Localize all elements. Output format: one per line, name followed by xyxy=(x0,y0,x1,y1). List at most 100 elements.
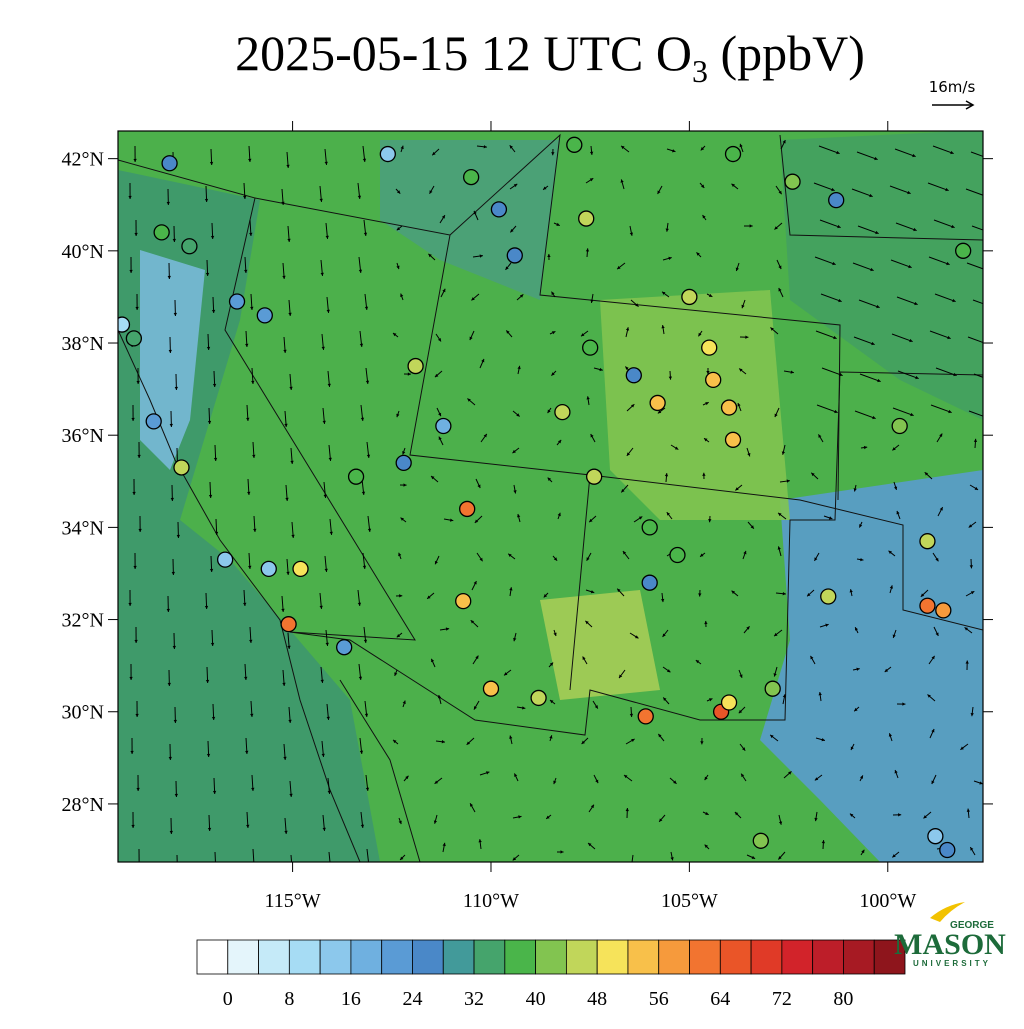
y-tick-label: 34°N xyxy=(62,517,104,539)
colorbar-tick-label: 80 xyxy=(833,988,853,1010)
colorbar-box xyxy=(351,940,382,974)
y-tick-label: 42°N xyxy=(62,149,104,171)
station xyxy=(396,455,411,470)
colorbar-box xyxy=(259,940,290,974)
colorbar-box xyxy=(412,940,443,974)
x-tick-label: 110°W xyxy=(463,890,519,912)
station xyxy=(785,174,800,189)
station xyxy=(174,460,189,475)
station xyxy=(337,640,352,655)
wind-arrow-head xyxy=(290,868,293,871)
station xyxy=(349,469,364,484)
wind-arrow-head xyxy=(991,379,994,382)
colorbar-tick-label: 32 xyxy=(464,988,484,1010)
colorbar-tick-label: 24 xyxy=(402,988,422,1010)
colorbar-box xyxy=(751,940,782,974)
station xyxy=(722,695,737,710)
title: 2025-05-15 12 UTC O3 (ppbV) xyxy=(235,25,865,89)
station xyxy=(753,833,768,848)
colorbar-tick-label: 56 xyxy=(649,988,669,1010)
station xyxy=(182,239,197,254)
station xyxy=(154,225,169,240)
wind-arrow-head xyxy=(984,268,987,271)
x-tick-label: 115°W xyxy=(265,890,321,912)
station xyxy=(642,520,657,535)
colorbar-tick-label: 0 xyxy=(223,988,233,1010)
title-subscript: 3 xyxy=(692,53,708,89)
station xyxy=(920,534,935,549)
colorbar-box xyxy=(690,940,721,974)
colorbar-box xyxy=(813,940,844,974)
station xyxy=(555,405,570,420)
station xyxy=(579,211,594,226)
y-tick-label: 30°N xyxy=(62,702,104,724)
colorbar-box xyxy=(597,940,628,974)
wind-arrow-head xyxy=(986,416,989,419)
station xyxy=(126,331,141,346)
colorbar-tick-label: 72 xyxy=(772,988,792,1010)
y-tick-label: 32°N xyxy=(62,610,104,632)
station xyxy=(829,193,844,208)
colorbar-box xyxy=(382,940,413,974)
wind-arrow-head xyxy=(989,231,992,234)
colorbar-box xyxy=(843,940,874,974)
station xyxy=(261,561,276,576)
station xyxy=(587,469,602,484)
station xyxy=(638,709,653,724)
station xyxy=(920,598,935,613)
station xyxy=(940,843,955,858)
logo-name: MASON xyxy=(894,928,1006,961)
station xyxy=(380,147,395,162)
station xyxy=(892,418,907,433)
colorbar-tick-label: 40 xyxy=(526,988,546,1010)
x-tick-label: 100°W xyxy=(859,890,916,912)
station xyxy=(726,432,741,447)
title-text: 2025-05-15 12 UTC O xyxy=(235,25,692,81)
wind-arrow-head xyxy=(176,868,179,871)
station xyxy=(821,589,836,604)
station xyxy=(483,681,498,696)
colorbar-box xyxy=(659,940,690,974)
colorbar-box xyxy=(782,940,813,974)
station xyxy=(218,552,233,567)
station xyxy=(531,690,546,705)
title-suffix: (ppbV) xyxy=(708,25,865,81)
colorbar-tick-label: 48 xyxy=(587,988,607,1010)
colorbar-box xyxy=(320,940,351,974)
station xyxy=(765,681,780,696)
station xyxy=(491,202,506,217)
colorbar-tick-label: 64 xyxy=(710,988,730,1010)
station xyxy=(956,243,971,258)
station xyxy=(702,340,717,355)
colorbar-box xyxy=(228,940,259,974)
station xyxy=(460,501,475,516)
station xyxy=(257,308,272,323)
station xyxy=(706,372,721,387)
colorbar-box xyxy=(628,940,659,974)
station xyxy=(408,359,423,374)
station xyxy=(464,170,479,185)
colorbar-box xyxy=(566,940,597,974)
station xyxy=(682,289,697,304)
wind-arrow-head xyxy=(990,305,993,308)
station xyxy=(507,248,522,263)
station xyxy=(436,418,451,433)
reference-vector-label: 16m/s xyxy=(929,78,976,96)
desert-field xyxy=(540,590,660,700)
station xyxy=(146,414,161,429)
colorbar-box xyxy=(197,940,228,974)
station xyxy=(670,548,685,563)
station xyxy=(928,829,943,844)
colorbar-box xyxy=(720,940,751,974)
colorbar-tick-label: 8 xyxy=(284,988,294,1010)
wind-arrow-head xyxy=(214,865,217,868)
station xyxy=(281,617,296,632)
map-field xyxy=(114,130,994,871)
station xyxy=(293,561,308,576)
y-tick-label: 40°N xyxy=(62,241,104,263)
station xyxy=(456,594,471,609)
x-tick-label: 105°W xyxy=(661,890,718,912)
logo-flame xyxy=(930,902,965,922)
colorbar-box xyxy=(474,940,505,974)
